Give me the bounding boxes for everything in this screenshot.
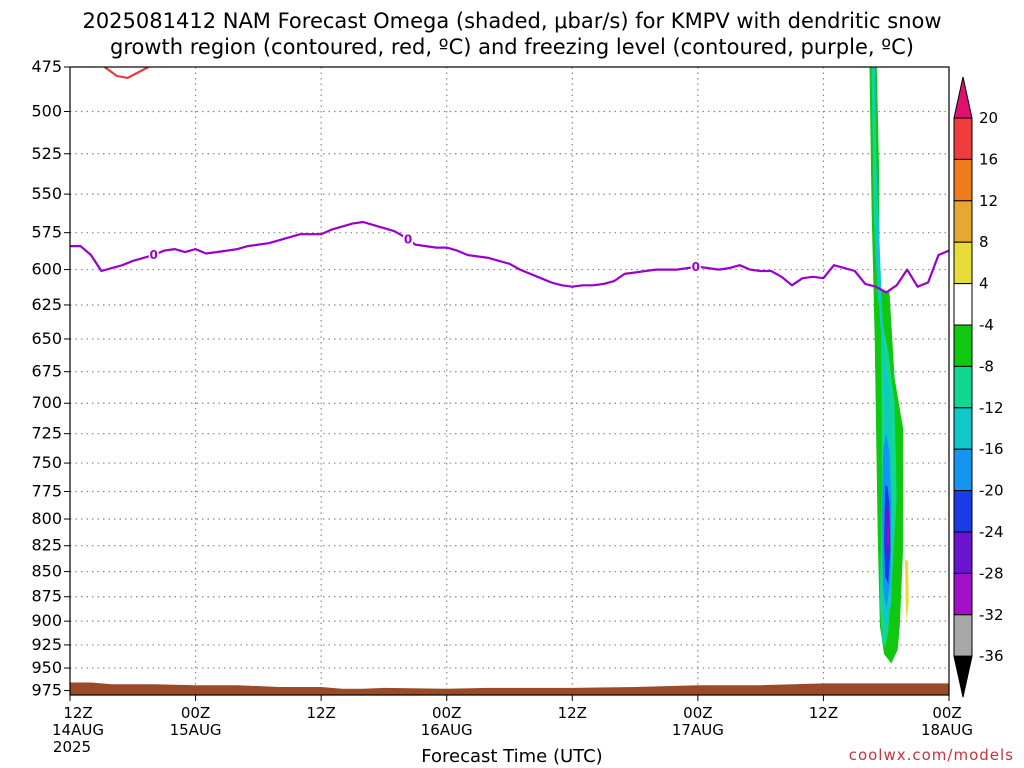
y-tick-label: 525 bbox=[31, 144, 62, 163]
freezing-level-label: 0 bbox=[150, 248, 158, 262]
x-tick-date: 17AUG bbox=[672, 721, 724, 739]
y-tick-label: 900 bbox=[31, 611, 62, 630]
x-tick-date: 18AUG bbox=[921, 721, 973, 739]
x-tick-label: 12Z bbox=[306, 704, 335, 722]
colorbar-swatch bbox=[953, 490, 973, 533]
colorbar-swatch bbox=[953, 200, 973, 243]
title-line-2: growth region (contoured, red, ºC) and f… bbox=[110, 35, 914, 59]
contour-labels: 0 0 0 bbox=[148, 232, 701, 274]
grid bbox=[70, 67, 949, 695]
x-tick-label: 12Z bbox=[558, 704, 587, 722]
x-tick-label: 00Z bbox=[683, 704, 712, 722]
y-tick-label: 675 bbox=[31, 362, 62, 381]
colorbar-swatch bbox=[953, 448, 973, 492]
colorbar-label: -24 bbox=[979, 523, 1004, 541]
colorbar-label: -16 bbox=[979, 440, 1004, 458]
x-tick-label: 12Z bbox=[63, 704, 92, 722]
colorbar-swatch bbox=[953, 655, 973, 698]
y-tick-label: 975 bbox=[31, 681, 62, 700]
y-tick-label: 825 bbox=[31, 536, 62, 555]
chart-title: 2025081412 NAM Forecast Omega (shaded, μ… bbox=[0, 8, 1024, 60]
y-tick-label: 550 bbox=[31, 184, 62, 203]
contour-label-bg bbox=[148, 247, 159, 261]
y-tick-label: 500 bbox=[31, 101, 62, 120]
colorbar-label: -20 bbox=[979, 482, 1004, 500]
x-axis-label: Forecast Time (UTC) bbox=[421, 746, 603, 767]
colorbar-label: 4 bbox=[979, 275, 989, 293]
colorbar-label: -28 bbox=[979, 564, 1004, 582]
contours bbox=[70, 67, 949, 294]
colorbar-swatch bbox=[953, 531, 973, 574]
colorbar: 20 16 12 8 4 -4 -8 -12 -16 -20 -24 -28 -32 -36 bbox=[953, 76, 1004, 698]
y-tick-label: 650 bbox=[31, 329, 62, 348]
title-line-1: 2025081412 NAM Forecast Omega (shaded, μ… bbox=[82, 9, 942, 33]
colorbar-swatch bbox=[953, 117, 973, 160]
colorbar-label: 8 bbox=[979, 233, 989, 251]
colorbar-label: -36 bbox=[979, 647, 1004, 665]
colorbar-label: -12 bbox=[979, 399, 1004, 417]
y-tick-label: 575 bbox=[31, 223, 62, 242]
y-tick-label: 700 bbox=[31, 393, 62, 412]
x-tick-label: 00Z bbox=[432, 704, 461, 722]
freezing-level-line bbox=[70, 220, 949, 294]
colorbar-label: 20 bbox=[979, 109, 998, 127]
colorbar-swatch bbox=[953, 158, 973, 202]
contour-label-bg bbox=[690, 259, 701, 273]
colorbar-label: -32 bbox=[979, 606, 1004, 624]
omega-band bbox=[905, 559, 909, 622]
y-tick-label: 875 bbox=[31, 587, 62, 606]
omega-band bbox=[887, 524, 890, 546]
y-tick-label: 850 bbox=[31, 562, 62, 581]
freezing-level-label: 0 bbox=[404, 232, 412, 246]
colorbar-swatch bbox=[953, 572, 973, 616]
colorbar-swatch bbox=[953, 324, 973, 367]
y-tick-label: 775 bbox=[31, 481, 62, 500]
x-tick-date: 16AUG bbox=[421, 721, 473, 739]
y-tick-label: 950 bbox=[31, 658, 62, 677]
colorbar-label: 12 bbox=[979, 192, 998, 210]
colorbar-swatch bbox=[953, 365, 973, 409]
contour-label-bg bbox=[402, 232, 413, 246]
colorbar-label: -8 bbox=[979, 357, 994, 375]
y-tick-label: 800 bbox=[31, 509, 62, 528]
colorbar-label: -4 bbox=[979, 316, 994, 334]
credit-text[interactable]: coolwx.com/models bbox=[848, 746, 1014, 764]
x-tick-date: 15AUG bbox=[170, 721, 222, 739]
colorbar-swatch bbox=[953, 407, 973, 450]
terrain bbox=[70, 682, 949, 695]
y-tick-label: 725 bbox=[31, 424, 62, 443]
terrain-fill bbox=[70, 682, 949, 695]
x-tick-label: 12Z bbox=[809, 704, 838, 722]
omega-shading bbox=[869, 67, 909, 664]
freezing-level-label: 0 bbox=[692, 260, 700, 274]
y-tick-label: 925 bbox=[31, 635, 62, 654]
colorbar-swatch bbox=[953, 283, 973, 326]
y-axis: 475 500 525 550 575 600 625 650 675 700 725 750 775 8… bbox=[31, 57, 70, 700]
x-tick-label: 00Z bbox=[181, 704, 210, 722]
dgz-contour bbox=[103, 67, 150, 79]
colorbar-swatch bbox=[953, 614, 973, 657]
colorbar-swatch bbox=[953, 241, 973, 285]
y-tick-label: 475 bbox=[31, 57, 62, 76]
y-tick-label: 625 bbox=[31, 295, 62, 314]
x-tick-date: 14AUG bbox=[52, 721, 104, 739]
plot-frame bbox=[69, 66, 950, 696]
colorbar-swatch bbox=[953, 76, 973, 119]
x-tick-year: 2025 bbox=[53, 738, 91, 756]
colorbar-label: 16 bbox=[979, 150, 998, 168]
y-tick-label: 600 bbox=[31, 260, 62, 279]
y-tick-label: 750 bbox=[31, 453, 62, 472]
x-tick-label: 00Z bbox=[932, 704, 961, 722]
